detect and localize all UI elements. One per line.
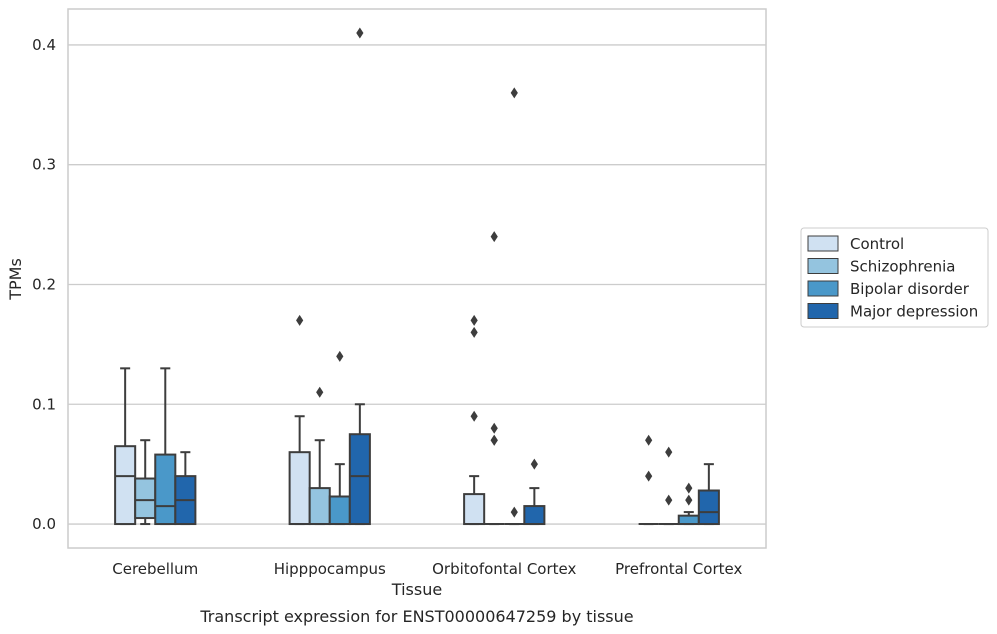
box-body <box>677 514 700 526</box>
legend-swatch <box>807 235 839 252</box>
box-major-depression <box>348 27 371 526</box>
box-major-depression <box>523 458 546 526</box>
outlier-point <box>645 434 653 446</box>
box-schizophrenia <box>308 386 331 526</box>
x-tick-labels: Cerebellum Hipppocampus Orbitofontal Corte… <box>112 560 742 578</box>
x-tick-label: Prefrontal Cortex <box>615 560 742 578</box>
box-bipolar-disorder <box>504 87 525 526</box>
box-body <box>348 433 371 526</box>
x-tick-label: Orbitofontal Cortex <box>432 560 576 578</box>
box-control <box>114 367 137 526</box>
outlier-point <box>685 482 693 494</box>
box-schizophrenia <box>134 439 157 526</box>
legend-label: Schizophrenia <box>850 258 955 276</box>
outlier-point <box>510 506 518 518</box>
outlier-point <box>510 87 518 99</box>
outlier-point <box>296 314 304 326</box>
legend-swatch <box>807 303 839 319</box>
boxes-layer <box>114 27 720 526</box>
legend-swatch <box>807 280 839 297</box>
legend-label: Major depression <box>850 303 978 321</box>
x-tick-label: Cerebellum <box>112 560 198 578</box>
box-body <box>114 445 137 526</box>
outlier-point <box>645 470 653 482</box>
y-tick-labels: 0.0 0.1 0.2 0.3 0.4 <box>32 36 56 533</box>
x-axis-title: Tissue <box>391 580 442 599</box>
box-bipolar-disorder <box>328 350 351 526</box>
outlier-point <box>316 386 324 398</box>
y-tick-label: 0.1 <box>32 395 56 413</box>
chart-caption: Transcript expression for ENST0000064725… <box>199 607 633 626</box>
box-body <box>288 451 311 526</box>
plot-frame <box>67 8 767 549</box>
legend: Control Schizophrenia Bipolar disorder Majo… <box>800 227 989 328</box>
outlier-point <box>470 314 478 326</box>
box-body <box>308 487 331 526</box>
y-tick-label: 0.0 <box>32 515 56 533</box>
box-body <box>697 489 720 526</box>
y-axis-title: TPMs <box>6 258 25 301</box>
y-tick-label: 0.4 <box>32 36 56 54</box>
outlier-point <box>665 494 673 506</box>
outlier-point <box>356 27 364 39</box>
box-body <box>328 495 351 526</box>
box-body <box>523 505 546 526</box>
legend-frame <box>800 227 989 328</box>
legend-label: Bipolar disorder <box>850 280 970 298</box>
box-body <box>154 453 177 526</box>
box-body <box>134 477 157 520</box>
outlier-point <box>470 326 478 338</box>
y-tick-label: 0.3 <box>32 156 56 174</box>
y-tick-label: 0.2 <box>32 275 56 293</box>
outlier-point <box>490 231 498 243</box>
outlier-point <box>470 410 478 422</box>
box-bipolar-disorder <box>677 482 700 526</box>
outlier-point <box>490 434 498 446</box>
box-control <box>463 314 486 526</box>
outlier-point <box>530 458 538 470</box>
box-control <box>288 314 311 526</box>
box-bipolar-disorder <box>154 367 177 526</box>
legend-label: Control <box>850 235 904 253</box>
outlier-point <box>665 446 673 458</box>
box-major-depression <box>174 451 197 526</box>
outlier-point <box>685 494 693 506</box>
box-major-depression <box>697 463 720 526</box>
x-tick-label: Hipppocampus <box>274 560 386 578</box>
box-control <box>638 434 659 526</box>
box-body <box>463 493 486 526</box>
outlier-point <box>336 350 344 362</box>
legend-swatch <box>807 258 839 274</box>
box-schizophrenia <box>658 446 679 526</box>
box-schizophrenia <box>484 231 505 526</box>
outlier-point <box>490 422 498 434</box>
grid-lines <box>68 44 766 525</box>
